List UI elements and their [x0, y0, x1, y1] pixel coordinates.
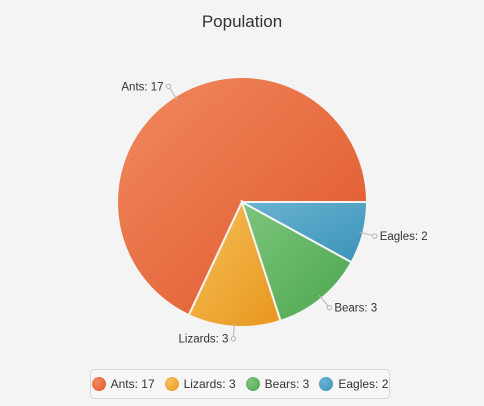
chart-title: Population [202, 12, 282, 31]
slice-label-lizards: Lizards: 3 [179, 334, 229, 346]
leader-dot-eagles [372, 233, 378, 239]
slice-label-eagles: Eagles: 2 [380, 231, 428, 243]
leader-dot-ants [165, 83, 172, 90]
legend-item-eagles: Eagles: 2 [319, 377, 388, 391]
legend-label-bears: Bears: 3 [264, 377, 310, 391]
legend-swatch-bears [245, 377, 260, 391]
slice-label-bears: Bears: 3 [334, 303, 377, 315]
legend-item-ants: Ants: 17 [91, 377, 155, 391]
legend-label-eagles: Eagles: 2 [338, 377, 389, 391]
legend-item-bears: Bears: 3 [245, 377, 310, 391]
leader-dot-lizards [230, 336, 237, 342]
slice-labels: Ants: 17 Lizards: 3 Bears: 3 Eagles: 2 [121, 81, 427, 345]
legend-label-lizards: Lizards: 3 [183, 377, 236, 391]
legend: Ants: 17 Lizards: 3 Bears: 3 Eagles: 2 [90, 369, 390, 399]
legend-item-lizards: Lizards: 3 [164, 377, 236, 391]
leader-dot-bears [326, 304, 333, 311]
legend-swatch-eagles [319, 377, 334, 391]
legend-swatch-lizards [164, 377, 179, 391]
pie-slices [116, 76, 369, 328]
slice-label-ants: Ants: 17 [121, 81, 163, 93]
legend-swatch-ants [91, 377, 106, 391]
legend-label-ants: Ants: 17 [110, 377, 155, 391]
